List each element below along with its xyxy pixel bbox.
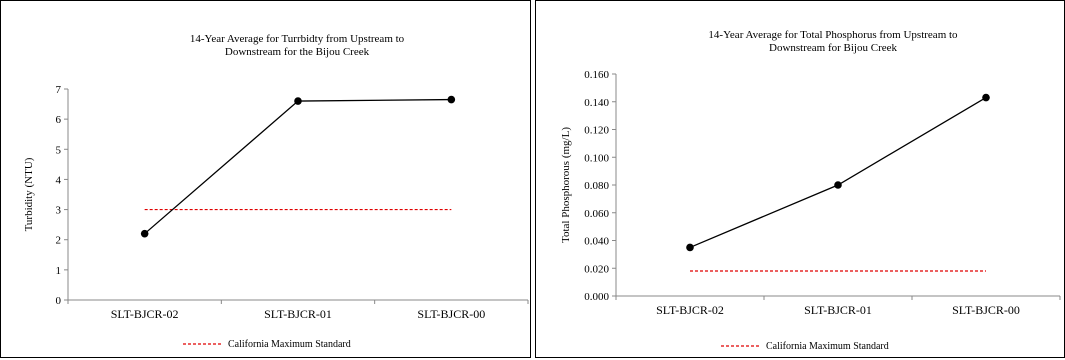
x-category-label: SLT-BJCR-02	[111, 307, 179, 321]
chart-title-line: Downstream for the Bijou Creek	[225, 46, 370, 58]
y-tick-label: 4	[56, 174, 62, 186]
y-tick-label: 1	[56, 265, 62, 277]
data-point	[294, 97, 302, 105]
y-tick-label: 0.120	[584, 125, 609, 137]
chart-title-line: 14-Year Average for Total Phosphorus fro…	[708, 29, 958, 41]
x-category-label: SLT-BJCR-02	[656, 303, 724, 317]
y-tick-label: 0.020	[584, 263, 609, 275]
x-category-label: SLT-BJCR-01	[264, 307, 332, 321]
y-tick-label: 0.000	[584, 291, 609, 303]
data-point	[140, 229, 149, 238]
x-category-label: SLT-BJCR-00	[417, 307, 485, 321]
legend-label: California Maximum Standard	[228, 339, 351, 350]
data-point	[447, 95, 456, 104]
y-tick-label: 0	[56, 295, 62, 307]
x-category-label: SLT-BJCR-01	[804, 303, 872, 317]
turbidity-chart: 14-Year Average for Turrbidty from Upstr…	[23, 33, 529, 350]
y-axis-label: Turbidity (NTU)	[23, 157, 35, 231]
y-tick-label: 7	[56, 84, 62, 96]
y-tick-label: 0.040	[584, 236, 609, 248]
chart-title-line: 14-Year Average for Turrbidty from Upstr…	[190, 33, 405, 45]
series-line	[689, 97, 987, 249]
phosphorus-chart-panel: 14-Year Average for Total Phosphorus fro…	[535, 0, 1065, 358]
y-tick-label: 0.160	[584, 69, 609, 81]
y-tick-label: 0.080	[584, 180, 609, 192]
legend-label: California Maximum Standard	[766, 341, 889, 352]
series-line	[144, 98, 452, 235]
y-tick-label: 0.060	[584, 208, 609, 220]
y-tick-label: 2	[56, 235, 62, 247]
data-point	[982, 93, 990, 102]
chart-title-line: Downstream for Bijou Creek	[769, 42, 897, 54]
data-point	[686, 243, 694, 252]
phosphorus-chart: 14-Year Average for Total Phosphorus fro…	[560, 29, 1061, 352]
y-tick-label: 5	[56, 144, 62, 156]
y-tick-label: 3	[56, 205, 62, 217]
x-category-label: SLT-BJCR-00	[952, 303, 1020, 317]
data-point	[834, 181, 842, 189]
turbidity-chart-panel: 14-Year Average for Turrbidty from Upstr…	[0, 0, 531, 358]
y-tick-label: 0.100	[584, 152, 609, 164]
y-tick-label: 0.140	[584, 97, 609, 109]
y-tick-label: 6	[56, 114, 62, 126]
y-axis-label: Total Phosphorous (mg/L)	[560, 127, 572, 243]
